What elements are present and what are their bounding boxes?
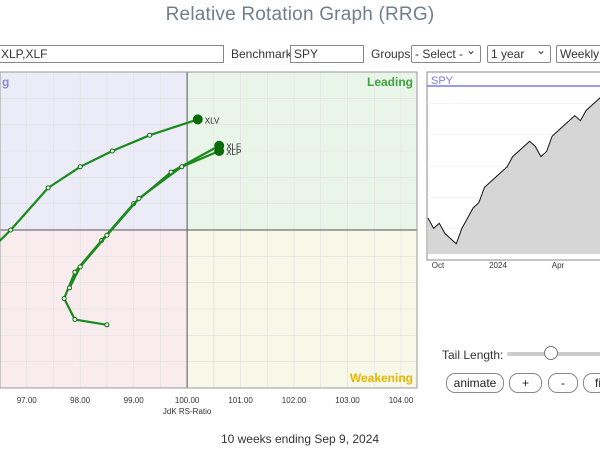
- label-xlv: XLV: [205, 116, 220, 125]
- x-tick-label: 97.00: [17, 396, 38, 405]
- price-area: [428, 97, 600, 254]
- controls-bar: XLP,XLF Benchmark: SPY Groups: - Select …: [0, 43, 600, 65]
- side-x-tick-label: Oct: [432, 261, 445, 270]
- side-chart-symbol: SPY: [431, 75, 454, 87]
- increase-button[interactable]: +: [509, 373, 542, 393]
- tail-point: [67, 285, 72, 291]
- groups-label: Groups:: [371, 47, 414, 61]
- animate-button[interactable]: animate: [446, 373, 504, 393]
- tail-point: [77, 264, 83, 270]
- benchmark-label: Benchmark:: [231, 47, 296, 61]
- tail-point: [104, 322, 110, 328]
- x-tick-label: 104.00: [389, 396, 414, 405]
- side-x-tick-label: 2024: [489, 261, 507, 270]
- tail-point: [77, 164, 83, 170]
- fit-button[interactable]: fi: [583, 373, 600, 393]
- leading-label: Leading: [367, 75, 413, 89]
- benchmark-input[interactable]: SPY: [290, 45, 364, 63]
- tail-length-slider-thumb[interactable]: [544, 346, 558, 360]
- period-select[interactable]: 1 year: [487, 43, 551, 63]
- tail-point: [136, 195, 142, 201]
- head-xlp: [214, 146, 225, 156]
- x-tick-label: 102.00: [282, 396, 307, 405]
- benchmark-price-chart: SPY Oct 2024 Apr: [426, 71, 600, 270]
- x-axis-label: JdK RS-Ratio: [163, 407, 212, 416]
- page-title: Relative Rotation Graph (RRG): [165, 4, 435, 25]
- tail-xlp: [68, 149, 220, 289]
- tail-point: [179, 164, 185, 170]
- tail-point: [8, 227, 14, 233]
- price-line: [427, 97, 600, 245]
- side-x-tick-label: Apr: [552, 261, 565, 270]
- x-tick-label: 98.00: [70, 396, 91, 405]
- date-range-caption: 10 weeks ending Sep 9, 2024: [220, 432, 380, 446]
- tail-length-label: Tail Length:: [442, 348, 504, 362]
- x-tick-label: 101.00: [228, 396, 253, 405]
- frequency-select[interactable]: Weekly: [556, 45, 600, 63]
- tail-point: [109, 148, 115, 154]
- x-tick-label: 103.00: [335, 396, 360, 405]
- x-tick-label: 100.00: [175, 396, 200, 405]
- improving-label: g: [2, 75, 9, 89]
- head-xlv: [192, 114, 203, 125]
- weakening-label: Weakening: [350, 371, 413, 385]
- tail-point: [45, 185, 51, 191]
- symbols-input[interactable]: XLP,XLF: [0, 45, 224, 63]
- decrease-button[interactable]: -: [548, 373, 578, 393]
- tail-point: [104, 232, 110, 238]
- plot-border: [0, 71, 418, 389]
- label-xlf: XLF: [226, 143, 241, 152]
- tail-point: [61, 295, 67, 301]
- tail-point: [72, 317, 78, 323]
- x-tick-label: 99.00: [124, 396, 145, 405]
- label-xlp: XLP: [226, 148, 241, 157]
- groups-select[interactable]: - Select -: [411, 43, 481, 63]
- tail-point: [147, 132, 153, 138]
